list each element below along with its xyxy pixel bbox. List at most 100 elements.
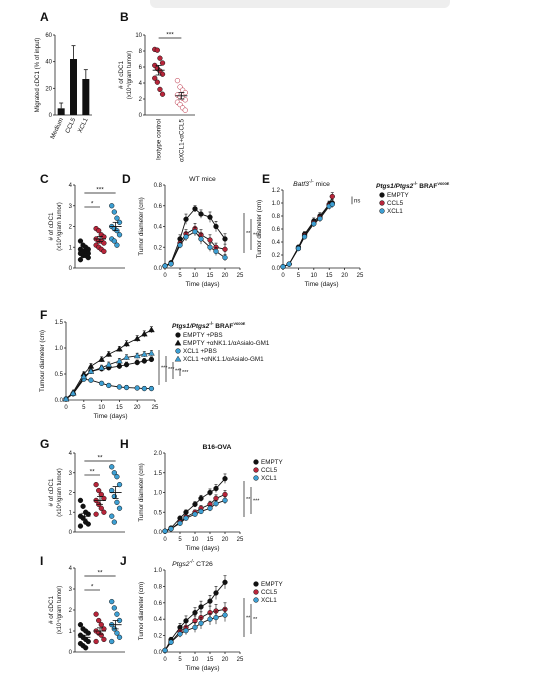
panel-g-point xyxy=(116,505,123,511)
panel-label-j: J xyxy=(120,554,127,568)
panel-d-point xyxy=(207,237,213,243)
panel-f-point xyxy=(98,364,105,371)
panel-f-legend-title: Ptgs1/Ptgs2-/- BRAFV600E xyxy=(172,321,246,330)
panel-d-significance-label: ** xyxy=(246,231,251,237)
panel-a-y-tick-label: 40 xyxy=(45,60,52,66)
panel-h-legend-label: CCL5 xyxy=(261,467,278,474)
panel-f-point xyxy=(134,385,140,391)
panel-j-point xyxy=(192,624,198,631)
panel-b-point xyxy=(182,97,188,103)
panel-a-y-tick-label: 20 xyxy=(45,86,52,92)
panel-d-point xyxy=(198,211,204,217)
panel-f-point xyxy=(134,359,140,366)
panel-label-a: A xyxy=(40,10,49,24)
panel-b-point xyxy=(157,86,163,93)
panel-d-point xyxy=(213,223,219,230)
panel-label-e: E xyxy=(262,172,271,186)
panel-j-significance-label: ** xyxy=(246,616,251,622)
panel-d-x-tick-label: 25 xyxy=(237,273,244,279)
panel-g-point xyxy=(85,521,91,527)
panel-c-y-tick-label: 2 xyxy=(69,225,73,231)
panel-g-y-tick-label: 4 xyxy=(69,451,73,457)
panel-h-point xyxy=(222,491,228,498)
panel-a-bar xyxy=(57,108,65,115)
panel-j-y-tick-label: 1.0 xyxy=(154,568,163,574)
panel-f-point xyxy=(80,373,88,379)
panel-f-point xyxy=(140,350,148,357)
panel-c-y-label: # of cDC1 xyxy=(48,212,55,240)
panel-b-category-label: Isotype control xyxy=(156,119,163,160)
panel-j-x-tick-label: 15 xyxy=(207,657,214,663)
panel-i-point xyxy=(85,638,91,645)
panel-label-h: H xyxy=(120,437,129,451)
panel-i-point xyxy=(116,634,123,640)
panel-c-y-tick-label: 4 xyxy=(69,183,73,189)
panel-h-x-tick-label: 0 xyxy=(163,537,167,543)
panel-d-x-tick-label: 15 xyxy=(207,273,214,279)
panel-e-y-tick-label: 0.0 xyxy=(272,266,281,272)
panel-j-point xyxy=(222,579,228,585)
panel-d-x-tick-label: 0 xyxy=(163,273,167,279)
panel-e-legend-label: CCL5 xyxy=(387,200,404,207)
panel-i-point xyxy=(93,638,99,645)
panel-c-significance-label: *** xyxy=(96,187,104,194)
panel-label-g: G xyxy=(40,437,50,451)
panel-f-point xyxy=(148,385,155,392)
panel-f-x-tick-label: 15 xyxy=(116,405,123,411)
panel-d-significance-label: *** xyxy=(253,233,260,239)
panel-j-legend-label: XCL1 xyxy=(261,597,277,604)
panel-f-point xyxy=(133,335,141,342)
panel-d-point xyxy=(168,261,174,267)
panel-g-point xyxy=(111,519,117,525)
panel-i-point xyxy=(101,636,107,643)
panel-e-legend-label: EMPTY xyxy=(387,192,409,199)
panel-f-legend-label: EMPTY +αNK1.1/αAsialo-GM1 xyxy=(183,340,270,347)
panel-f-legend-label: XCL1 +αNK1.1/αAsialo-GM1 xyxy=(183,356,264,363)
panel-d-y-tick-label: 0.8 xyxy=(154,183,163,189)
panel-i-point xyxy=(93,611,99,617)
panel-h-x-tick-label: 25 xyxy=(237,537,244,543)
panel-f-point xyxy=(148,349,155,356)
panel-a-y-tick-label: 0 xyxy=(49,113,53,119)
panel-b-y-label: # of cDC1 xyxy=(118,61,125,89)
panel-g-point xyxy=(101,509,107,515)
panel-g-point xyxy=(111,470,117,476)
panel-f-x-tick-label: 5 xyxy=(82,405,86,411)
panel-c-point xyxy=(111,238,117,244)
panel-f-point xyxy=(69,389,77,396)
panel-b-point xyxy=(174,77,181,84)
panel-j-point xyxy=(222,612,228,618)
panel-j-x-tick-label: 20 xyxy=(222,657,229,663)
panel-e-legend-label: XCL1 xyxy=(387,208,403,215)
panel-g-point xyxy=(93,481,99,488)
panel-f-significance-label: *** xyxy=(182,370,189,376)
panel-f-y-tick-label: 0.5 xyxy=(55,372,64,378)
panel-a-y-tick-label: 60 xyxy=(45,33,52,39)
panel-f-point xyxy=(140,330,148,337)
panel-f-legend-label: XCL1 +PBS xyxy=(183,348,217,355)
panel-label-f: F xyxy=(40,308,48,322)
panel-j-point xyxy=(162,647,168,654)
panel-b-point xyxy=(159,60,166,66)
panel-b-category-label: αXCL1+αCCL5 xyxy=(178,119,185,162)
panel-f-legend-marker xyxy=(175,332,181,338)
panel-e-legend-title: Ptgs1/Ptgs2-/- BRAFV600E xyxy=(376,181,450,190)
panel-d-point xyxy=(213,248,219,255)
panel-e-legend-marker xyxy=(379,192,385,198)
panel-j-significance-label: ** xyxy=(253,617,258,623)
panel-i-y-tick-label: 1 xyxy=(69,629,73,635)
panel-j-x-tick-label: 25 xyxy=(237,657,244,663)
panel-j-x-label: Time (days) xyxy=(185,665,219,672)
panel-i-y-tick-label: 3 xyxy=(69,587,73,593)
panel-h-y-tick-label: 0.5 xyxy=(154,510,163,516)
panel-e-point xyxy=(311,221,317,227)
panel-f-significance-label: *** xyxy=(161,366,168,372)
panel-f-point xyxy=(116,384,123,390)
panel-e-legend-marker xyxy=(379,200,385,206)
panel-e-x-label: Time (days) xyxy=(304,281,338,288)
panel-f-point xyxy=(148,356,155,363)
panel-j-point xyxy=(207,616,213,622)
panel-label-b: B xyxy=(120,10,129,24)
panel-i-significance-label: ** xyxy=(97,570,103,577)
